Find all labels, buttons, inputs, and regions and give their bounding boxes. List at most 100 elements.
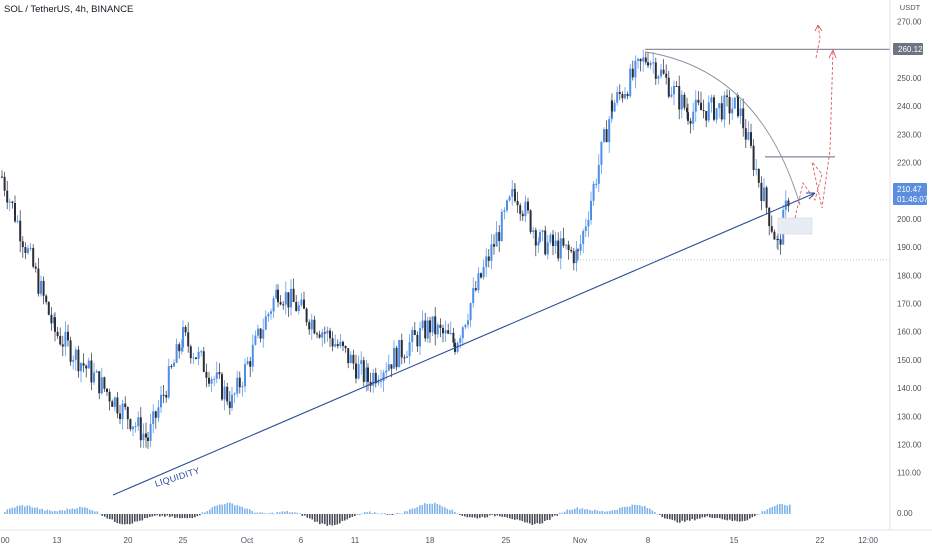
histogram-bar bbox=[116, 514, 119, 524]
histogram-bar bbox=[236, 505, 239, 514]
candle-body bbox=[616, 91, 619, 103]
candle-body bbox=[452, 332, 455, 343]
candle-body bbox=[228, 401, 231, 408]
candle-body bbox=[493, 244, 495, 247]
candle-body bbox=[275, 289, 278, 299]
candle-body bbox=[246, 361, 249, 365]
histogram-bar bbox=[251, 511, 254, 514]
last-price-label: 210.47 bbox=[897, 185, 922, 194]
candle-body bbox=[129, 419, 132, 430]
candle-body bbox=[249, 361, 252, 367]
candle-body bbox=[464, 324, 467, 328]
histogram-bar bbox=[79, 506, 81, 514]
time-axis[interactable]: :00 13 20 25 Oct 6 11 18 25 Nov 8 15 22 12:00 bbox=[0, 536, 879, 545]
candle-body bbox=[742, 108, 745, 129]
candle-body bbox=[126, 407, 129, 420]
drawing-overlays bbox=[112, 24, 890, 496]
histogram-bar bbox=[386, 514, 389, 515]
candle-body bbox=[352, 354, 355, 364]
candle-body bbox=[90, 360, 93, 383]
histogram-bar bbox=[271, 512, 274, 514]
histogram-bar bbox=[266, 513, 269, 515]
candle-body bbox=[657, 76, 660, 79]
time-tick-label: 20 bbox=[124, 536, 133, 545]
candle-body bbox=[689, 120, 692, 124]
candle-body bbox=[605, 129, 608, 143]
histogram-bar bbox=[471, 514, 474, 518]
histogram-bar bbox=[669, 514, 671, 520]
candle-body bbox=[93, 372, 95, 383]
candle-body bbox=[292, 288, 295, 303]
candle-body bbox=[103, 377, 106, 389]
histogram-bar bbox=[556, 514, 559, 516]
price-tick-label: 150.00 bbox=[897, 356, 922, 365]
histogram-bar bbox=[516, 514, 519, 520]
candle-body bbox=[557, 240, 560, 259]
histogram-bar bbox=[49, 510, 51, 514]
candle-body bbox=[355, 363, 357, 379]
candle-body bbox=[773, 231, 776, 240]
candle-body bbox=[731, 108, 734, 114]
histogram-bar bbox=[761, 511, 764, 514]
histogram-bar bbox=[309, 514, 311, 519]
candle-body bbox=[514, 191, 516, 201]
candle-body bbox=[757, 169, 760, 183]
histogram-bar bbox=[189, 514, 191, 518]
histogram-bar bbox=[691, 514, 694, 520]
candle-body bbox=[647, 62, 649, 66]
candle-body bbox=[67, 331, 69, 341]
histogram-bar bbox=[456, 513, 459, 514]
candle-body bbox=[532, 230, 535, 232]
candle-body bbox=[527, 201, 529, 211]
candle-body bbox=[221, 374, 223, 400]
histogram-bar bbox=[29, 505, 31, 514]
histogram-bar bbox=[549, 514, 551, 520]
candle-body bbox=[218, 372, 221, 375]
histogram-bar bbox=[319, 514, 321, 525]
candle-body bbox=[728, 96, 731, 114]
histogram-bar bbox=[59, 510, 61, 514]
histogram-bar bbox=[676, 514, 679, 523]
candle-body bbox=[8, 201, 11, 203]
candle-body bbox=[331, 338, 334, 347]
candle-body bbox=[42, 280, 45, 296]
histogram-bar bbox=[594, 509, 596, 514]
histogram-bar bbox=[479, 514, 481, 518]
candle-body bbox=[403, 357, 406, 359]
histogram-bar bbox=[581, 508, 584, 514]
candle-body bbox=[673, 86, 675, 95]
candle-body bbox=[449, 332, 452, 334]
histogram-bar bbox=[729, 514, 731, 520]
histogram-bar bbox=[596, 510, 599, 514]
candle-body bbox=[500, 211, 503, 242]
histogram-bar bbox=[641, 506, 644, 514]
candle-body bbox=[339, 341, 342, 347]
candle-body bbox=[290, 288, 292, 308]
candle-body bbox=[308, 322, 311, 330]
candle-body bbox=[106, 388, 108, 392]
histogram-bar bbox=[201, 512, 204, 514]
histogram-bar bbox=[509, 514, 511, 519]
candle-body bbox=[69, 340, 72, 362]
histogram-bar bbox=[721, 514, 724, 520]
candle-body bbox=[667, 77, 670, 97]
candle-body bbox=[631, 68, 634, 78]
candle-body bbox=[213, 378, 216, 380]
candle-body bbox=[32, 247, 35, 267]
price-tick-label: 250.00 bbox=[897, 74, 922, 83]
candle-body bbox=[624, 93, 626, 99]
histogram-bar bbox=[601, 510, 604, 514]
histogram-bar bbox=[666, 514, 669, 519]
candle-body bbox=[700, 102, 702, 111]
candle-body bbox=[424, 320, 427, 339]
candle-body bbox=[737, 95, 739, 117]
candle-body bbox=[95, 371, 98, 373]
histogram-bar bbox=[144, 514, 146, 519]
histogram-bar bbox=[204, 512, 206, 514]
candle-body bbox=[426, 320, 429, 339]
candle-body bbox=[182, 326, 184, 348]
candle-body bbox=[707, 102, 710, 121]
histogram-bar bbox=[81, 507, 84, 514]
